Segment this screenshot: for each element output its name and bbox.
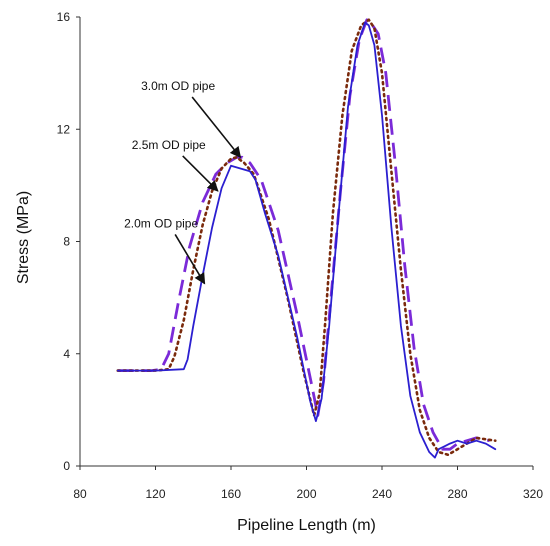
x-tick-label: 240 — [372, 487, 392, 501]
x-tick-label: 320 — [523, 487, 543, 501]
series-line-2-5m-od-pipe — [116, 18, 497, 457]
x-tick-label: 120 — [145, 487, 165, 501]
y-axis-title: Stress (MPa) — [15, 191, 32, 284]
x-tick-label: 160 — [221, 487, 241, 501]
x-axis-title: Pipeline Length (m) — [237, 517, 376, 534]
series-line-3-0m-od-pipe — [117, 18, 490, 451]
annotation-label: 2.5m OD pipe — [132, 138, 206, 152]
x-tick-label: 280 — [447, 487, 467, 501]
series-line-2-0m-od-pipe — [116, 21, 497, 459]
annotation-label: 3.0m OD pipe — [141, 79, 215, 93]
y-tick-label: 12 — [57, 122, 71, 136]
x-tick-label: 80 — [73, 487, 87, 501]
annotation-layer: 3.0m OD pipe 2.5m OD pipe 2.0m OD pipe — [124, 79, 242, 285]
annotation-arrow — [191, 96, 242, 159]
ticks-layer: 80 120 160 200 240 280 320 0 4 8 12 16 — [57, 10, 544, 501]
x-tick-label: 200 — [296, 487, 316, 501]
y-tick-label: 4 — [63, 347, 70, 361]
annotation-label: 2.0m OD pipe — [124, 216, 198, 230]
annotation-arrow — [174, 234, 206, 285]
y-tick-label: 0 — [63, 459, 70, 473]
series-layer — [116, 18, 497, 459]
y-tick-label: 16 — [57, 10, 71, 24]
y-tick-label: 8 — [63, 235, 70, 249]
annotation-arrow — [182, 155, 219, 192]
